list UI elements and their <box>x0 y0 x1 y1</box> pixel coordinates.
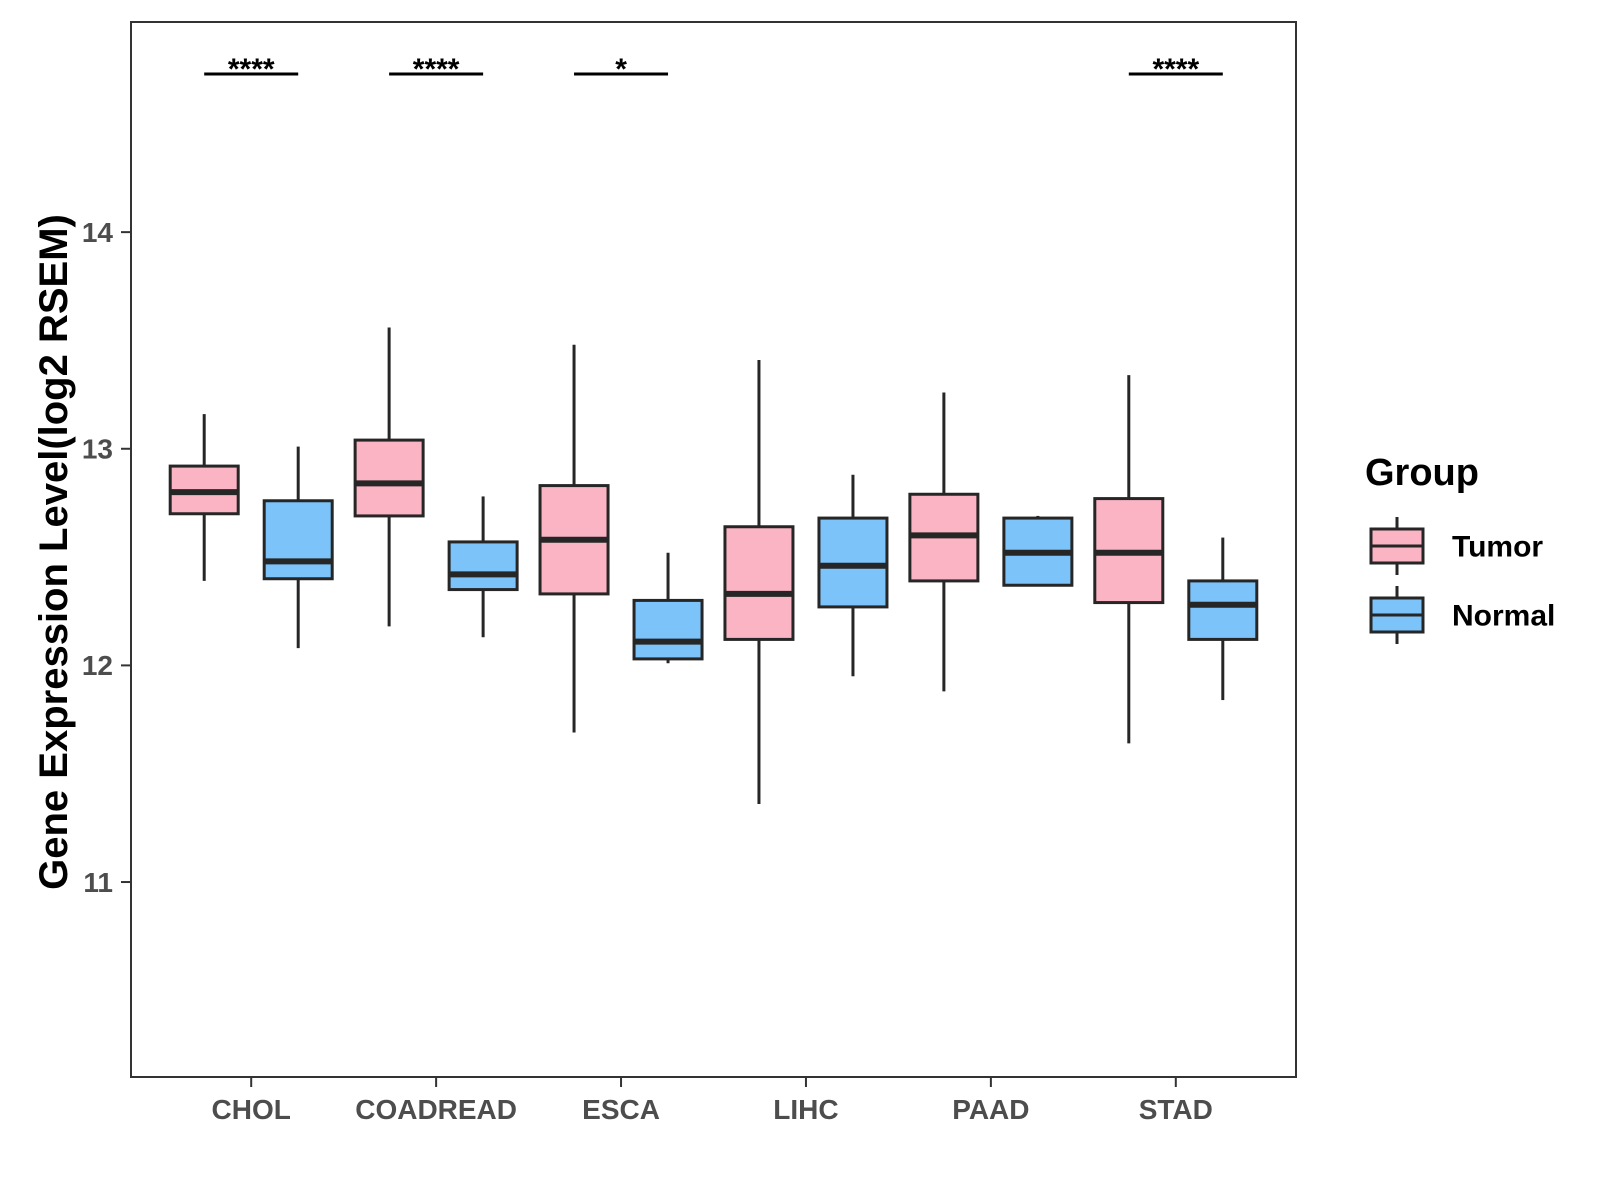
significance-label: * <box>615 53 627 86</box>
significance-label: **** <box>413 53 460 86</box>
significance-coadread: **** <box>389 53 484 86</box>
significance-esca: * <box>574 53 669 86</box>
box-body <box>353 438 425 518</box>
y-axis: 11 12 13 14 <box>82 217 131 898</box>
y-axis-title: Gene Expression Level(log2 RSEM) <box>32 214 76 890</box>
x-tick-label: CHOL <box>212 1094 291 1125</box>
box-body <box>632 598 704 661</box>
x-tick-label: LIHC <box>773 1094 838 1125</box>
box-tumor-stad <box>1093 375 1165 744</box>
box-tumor-esca <box>538 344 610 733</box>
legend-title: Group <box>1365 452 1479 494</box>
box-tumor-paad <box>908 392 980 692</box>
legend: Group Tumor Normal <box>1365 452 1555 644</box>
box-body <box>262 499 334 581</box>
significance-label: **** <box>228 53 275 86</box>
box-normal-paad <box>1002 515 1074 587</box>
y-tick-label: 11 <box>83 867 113 898</box>
significance-chol: **** <box>204 53 299 86</box>
box-normal-chol <box>262 446 334 649</box>
legend-item-tumor: Tumor <box>1369 517 1543 575</box>
significance-stad: **** <box>1128 53 1223 86</box>
box-tumor-lihc <box>723 359 795 805</box>
box-body <box>447 540 519 592</box>
significance-label: **** <box>1152 53 1199 86</box>
x-axis: CHOL COADREAD ESCA LIHC PAAD STAD <box>212 1077 1213 1125</box>
box-tumor-chol <box>168 414 240 581</box>
x-tick-label: ESCA <box>582 1094 660 1125</box>
box-layer <box>168 327 1259 805</box>
y-tick-label: 14 <box>82 217 114 248</box>
legend-label: Normal <box>1452 600 1555 633</box>
box-tumor-coadread <box>353 327 425 627</box>
x-tick-label: COADREAD <box>355 1094 517 1125</box>
significance-layer: **** **** * **** <box>204 53 1223 86</box>
box-body <box>723 525 795 641</box>
x-tick-label: STAD <box>1139 1094 1213 1125</box>
y-tick-label: 13 <box>82 434 113 465</box>
x-tick-label: PAAD <box>952 1094 1029 1125</box>
y-tick-label: 12 <box>82 650 113 681</box>
box-normal-coadread <box>447 496 519 638</box>
legend-item-normal: Normal <box>1369 586 1555 644</box>
box-normal-lihc <box>817 474 889 677</box>
legend-label: Tumor <box>1452 531 1543 564</box>
box-body <box>1187 579 1259 641</box>
box-normal-esca <box>632 552 704 664</box>
box-body <box>817 516 889 609</box>
box-normal-stad <box>1187 537 1259 701</box>
